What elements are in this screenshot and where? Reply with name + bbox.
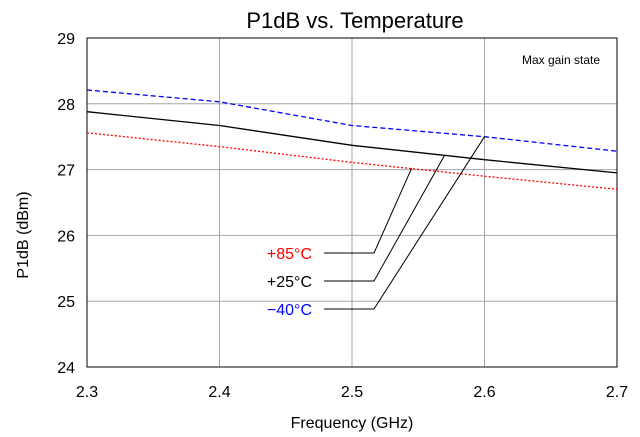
y-tick-label: 28 bbox=[57, 97, 75, 114]
series-line bbox=[86, 132, 618, 190]
series-group bbox=[86, 89, 618, 190]
leader-line bbox=[324, 154, 446, 282]
y-tick-label: 24 bbox=[57, 360, 75, 377]
series-label: −40°C bbox=[267, 302, 312, 319]
max-gain-annotation: Max gain state bbox=[522, 53, 600, 67]
y-tick-label: 29 bbox=[57, 31, 75, 48]
series-line bbox=[86, 111, 618, 174]
y-tick-label: 25 bbox=[57, 294, 75, 311]
series-label: +25°C bbox=[267, 274, 312, 291]
x-tick-labels: 2.3 2.4 2.5 2.6 2.7 bbox=[76, 384, 628, 401]
series-labels: +85°C +25°C −40°C bbox=[267, 246, 312, 319]
series-line bbox=[86, 89, 618, 152]
y-tick-labels: 24 25 26 27 28 29 bbox=[57, 31, 75, 377]
x-tick-label: 2.7 bbox=[606, 384, 628, 401]
plot-frame bbox=[86, 37, 618, 368]
leader-line bbox=[324, 168, 413, 254]
series-label: +85°C bbox=[267, 246, 312, 263]
x-axis-label: Frequency (GHz) bbox=[291, 415, 414, 432]
grid bbox=[86, 37, 618, 368]
legend-leader-lines bbox=[324, 136, 485, 310]
x-tick-label: 2.3 bbox=[76, 384, 98, 401]
chart-title: P1dB vs. Temperature bbox=[246, 8, 463, 33]
y-axis-label: P1dB (dBm) bbox=[15, 191, 32, 278]
leader-line bbox=[324, 136, 485, 310]
y-tick-label: 26 bbox=[57, 228, 75, 245]
y-tick-label: 27 bbox=[57, 163, 75, 180]
x-tick-label: 2.4 bbox=[208, 384, 230, 401]
x-tick-label: 2.5 bbox=[341, 384, 363, 401]
x-tick-label: 2.6 bbox=[473, 384, 495, 401]
